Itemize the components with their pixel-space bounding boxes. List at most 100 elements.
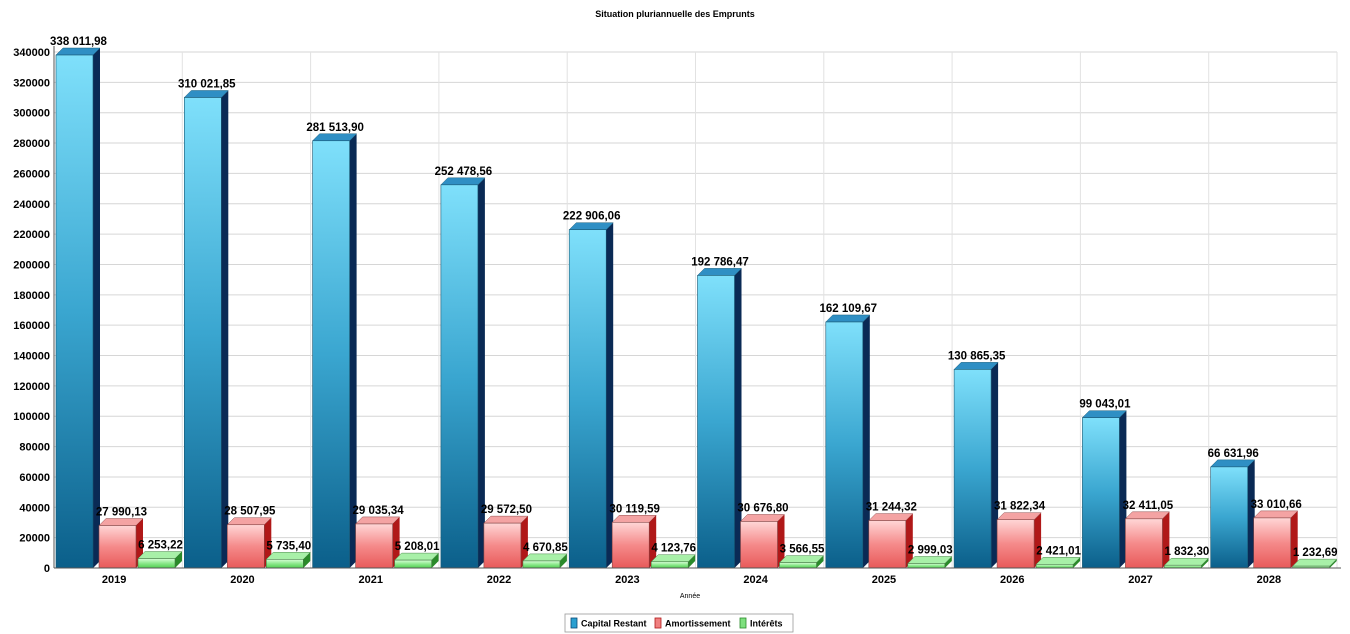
bar-front — [740, 521, 778, 569]
bar-front — [184, 97, 222, 569]
data-label: 2 999,03 — [908, 544, 953, 556]
y-tick-label: 100000 — [13, 411, 50, 423]
data-label: 2 421,01 — [1036, 545, 1081, 557]
chart-title: Situation pluriannuelle des Emprunts — [595, 9, 755, 19]
bar-amortissement-2028 — [1253, 510, 1299, 569]
bar-top — [265, 552, 311, 560]
data-label: 31 244,32 — [866, 502, 917, 514]
bar-int-r-ts-2027 — [1163, 557, 1210, 569]
bar-front — [394, 559, 432, 569]
legend-label: Capital Restant — [581, 619, 647, 629]
bar-side — [303, 552, 311, 568]
bar-top — [1210, 459, 1256, 468]
bar-top — [440, 177, 486, 186]
x-axis-title: Année — [680, 593, 700, 600]
data-label: 30 676,80 — [737, 502, 788, 514]
bar-front — [522, 560, 561, 569]
bar-side — [777, 514, 785, 568]
bar-top — [778, 555, 825, 563]
bar-amortissement-2019 — [98, 518, 144, 569]
data-label: 130 865,35 — [948, 350, 1006, 362]
y-tick-label: 80000 — [19, 442, 50, 454]
y-tick-label: 220000 — [13, 229, 50, 241]
bar-front — [611, 521, 650, 569]
bar-top — [311, 133, 358, 142]
bar-side — [1201, 558, 1209, 568]
data-label: 310 021,85 — [178, 78, 236, 90]
bar-amortissement-2020 — [226, 517, 272, 569]
x-tick-label: 2026 — [1000, 574, 1024, 586]
bar-front — [1125, 518, 1163, 569]
x-tick-label: 2025 — [872, 574, 896, 586]
data-label: 29 572,50 — [481, 504, 532, 516]
bar-top — [183, 90, 229, 98]
bar-side — [520, 516, 528, 568]
data-label: 1 232,69 — [1293, 547, 1338, 559]
bar-int-r-ts-2022 — [522, 553, 568, 569]
legend-box — [564, 613, 794, 633]
bar-amortissement-2023 — [611, 515, 657, 569]
y-tick-label: 160000 — [13, 320, 50, 332]
bar-capital-restant-2023 — [568, 222, 614, 569]
y-tick-label: 340000 — [13, 47, 50, 59]
data-label: 281 513,90 — [306, 122, 364, 134]
bar-side — [1073, 557, 1081, 568]
bar-top — [650, 554, 696, 562]
legend-label: Amortissement — [665, 619, 731, 629]
bar-capital-restant-2027 — [1081, 410, 1128, 569]
y-tick-label: 260000 — [13, 168, 50, 180]
y-tick-label: 280000 — [13, 138, 50, 150]
bar-int-r-ts-2025 — [907, 556, 953, 569]
y-axis: 0 20000 40000 60000 80000 100000 120000 140000 1… — [13, 46, 55, 575]
bar-side — [688, 554, 696, 568]
data-label: 29 035,34 — [353, 505, 405, 517]
bar-front — [1082, 417, 1120, 569]
bar-side — [93, 48, 100, 569]
bar-top — [611, 515, 657, 523]
data-label: 3 566,55 — [780, 544, 825, 556]
y-tick-label: 200000 — [13, 259, 50, 271]
data-label: 31 822,34 — [994, 501, 1046, 513]
bar-side — [1162, 511, 1170, 568]
bar-capital-restant-2020 — [183, 90, 229, 569]
y-tick-label: 60000 — [19, 472, 50, 484]
bar-front — [483, 522, 522, 569]
bar-int-r-ts-2020 — [265, 552, 311, 569]
bar-side — [734, 268, 742, 568]
bar-top — [1292, 558, 1338, 567]
data-label: 252 478,56 — [435, 166, 493, 178]
bar-front — [868, 520, 907, 569]
x-tick-label: 2022 — [487, 574, 511, 586]
bar-top — [393, 552, 440, 561]
bar-side — [175, 551, 182, 568]
legend-swatch — [570, 617, 578, 629]
y-tick-label: 300000 — [13, 108, 50, 120]
bar-front — [1210, 466, 1248, 569]
bar-side — [559, 553, 567, 568]
data-label: 4 123,76 — [651, 543, 696, 555]
bar-top — [825, 314, 871, 323]
data-labels: 338 011,98 27 990,13 6 253,22 310 021,85 28 … — [50, 36, 1338, 559]
bar-front — [779, 562, 817, 569]
bar-top — [953, 362, 999, 370]
y-tick-label: 180000 — [13, 290, 50, 302]
data-label: 222 906,06 — [563, 211, 621, 223]
x-tick-label: 2019 — [102, 574, 126, 586]
bar-front — [440, 184, 479, 569]
bar-top — [739, 514, 786, 522]
bar-front — [825, 321, 864, 569]
legend-swatch — [739, 617, 747, 629]
bar-amortissement-2024 — [739, 514, 786, 569]
bar-front — [996, 519, 1035, 569]
bar-side — [1247, 459, 1255, 568]
grid — [53, 51, 1338, 569]
bar-front — [265, 558, 304, 569]
bar-front — [650, 561, 689, 569]
bar-side — [1329, 559, 1337, 568]
bar-top — [696, 268, 743, 276]
data-label: 1 832,30 — [1165, 546, 1210, 558]
bar-top — [55, 47, 101, 56]
bar-amortissement-2025 — [868, 513, 914, 569]
bar-side — [1290, 510, 1298, 568]
bar-int-r-ts-2026 — [1035, 557, 1081, 569]
